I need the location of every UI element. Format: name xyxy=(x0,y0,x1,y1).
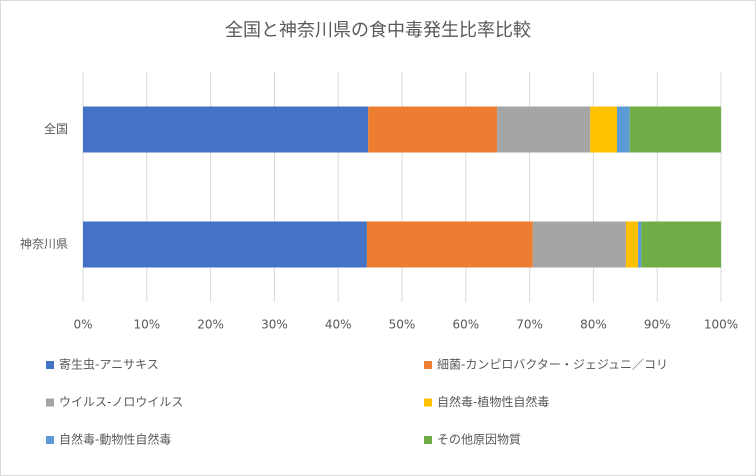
bar-segment xyxy=(638,221,642,268)
bar-segment xyxy=(629,106,721,153)
legend-marker xyxy=(46,436,54,444)
legend-marker xyxy=(46,398,54,407)
bar-segment xyxy=(617,106,630,153)
legend-marker xyxy=(424,398,432,407)
x-tick-label: 10% xyxy=(133,318,160,332)
legend-label: 寄生虫-アニサキス xyxy=(59,357,159,372)
y-tick-label: 全国 xyxy=(44,121,68,136)
bar-segment xyxy=(641,221,721,268)
legend-marker xyxy=(46,361,54,369)
legend-label: その他原因物質 xyxy=(437,432,521,447)
bar-segment xyxy=(83,221,367,268)
legend-label: 自然毒-植物性自然毒 xyxy=(437,394,549,409)
legend-label: ウイルス-ノロウイルス xyxy=(59,395,183,409)
x-tick-label: 30% xyxy=(261,318,288,332)
bar-segment xyxy=(497,106,591,153)
bar-segment xyxy=(83,106,369,153)
legend-marker xyxy=(424,436,432,444)
legend-label: 自然毒-動物性自然毒 xyxy=(59,432,171,447)
chart-title: 全国と神奈川県の食中毒発生比率比較 xyxy=(225,20,531,41)
x-tick-label: 50% xyxy=(389,318,416,332)
bar-segment xyxy=(532,221,626,268)
x-tick-label: 60% xyxy=(452,318,479,332)
y-tick-label: 神奈川県 xyxy=(20,237,68,251)
x-tick-label: 40% xyxy=(325,318,352,332)
bar-segment xyxy=(625,221,639,268)
x-tick-label: 70% xyxy=(516,318,543,332)
bar-segment xyxy=(368,106,498,153)
bar-segment xyxy=(366,221,533,268)
x-tick-label: 80% xyxy=(580,318,607,332)
bar-segment xyxy=(590,106,618,153)
x-tick-label: 0% xyxy=(73,318,92,332)
x-tick-label: 20% xyxy=(197,318,224,332)
legend-label: 細菌-カンピロバクター・ジェジュニ／コリ xyxy=(437,358,668,372)
legend-marker xyxy=(424,361,432,369)
x-tick-label: 100% xyxy=(704,318,738,332)
x-tick-label: 90% xyxy=(644,318,671,332)
